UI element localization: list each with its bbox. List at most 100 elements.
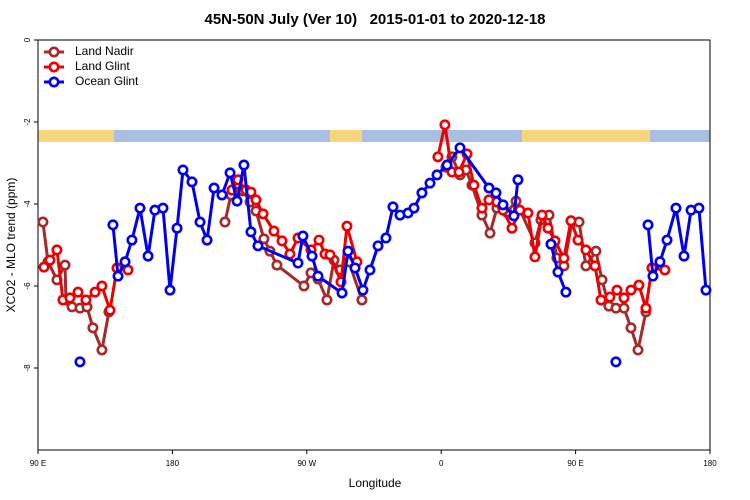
data-point	[258, 233, 270, 245]
data-point	[580, 244, 592, 256]
data-point	[364, 264, 376, 276]
data-point	[201, 234, 213, 246]
data-point	[336, 287, 348, 299]
data-point	[96, 280, 108, 292]
y-tick-label: -4	[23, 200, 32, 208]
data-point	[506, 222, 518, 234]
data-point	[324, 249, 336, 261]
data-point	[416, 187, 428, 199]
data-point	[37, 216, 49, 228]
data-point	[522, 207, 534, 219]
data-point	[661, 234, 673, 246]
data-point	[224, 167, 236, 179]
data-point	[341, 220, 353, 232]
data-point	[72, 286, 84, 298]
data-point	[80, 294, 92, 306]
y-tick-label: -6	[23, 282, 32, 290]
data-point	[38, 261, 50, 273]
data-point	[257, 208, 269, 220]
data-point	[268, 225, 280, 237]
data-point	[142, 250, 154, 262]
y-tick-label: 0	[23, 37, 32, 42]
data-point	[484, 227, 496, 239]
data-point	[431, 169, 443, 181]
data-point	[439, 119, 451, 131]
x-tick-label: 90 E	[30, 459, 46, 468]
data-point	[104, 304, 116, 316]
data-point	[51, 244, 63, 256]
data-point	[44, 254, 56, 266]
y-axis-title: XCO2 - MLO trend (ppm)	[4, 178, 18, 313]
data-point	[119, 256, 131, 268]
data-point	[632, 344, 644, 356]
data-point	[529, 251, 541, 263]
data-point	[552, 266, 564, 278]
data-point	[512, 174, 524, 186]
data-point	[654, 256, 666, 268]
data-point	[112, 270, 124, 282]
data-point	[424, 177, 436, 189]
data-point	[298, 280, 310, 292]
data-point	[216, 189, 228, 201]
data-point	[618, 292, 630, 304]
data-point	[565, 215, 577, 227]
data-point	[441, 159, 453, 171]
data-point	[595, 294, 607, 306]
data-point	[238, 159, 250, 171]
data-point	[387, 201, 399, 213]
data-point	[497, 199, 509, 211]
data-point	[194, 216, 206, 228]
legend-marker	[48, 46, 60, 58]
data-point	[476, 202, 488, 214]
data-point	[157, 202, 169, 214]
x-tick-label: 180	[166, 459, 180, 468]
data-point	[231, 195, 243, 207]
data-point	[312, 270, 324, 282]
data-point	[618, 302, 630, 314]
data-point	[580, 260, 592, 272]
data-point	[604, 291, 616, 303]
ocean-band	[650, 130, 710, 142]
data-point	[670, 202, 682, 214]
data-point	[297, 230, 309, 242]
x-tick-label: 0	[439, 459, 444, 468]
data-point	[276, 235, 288, 247]
legend-label: Ocean Glint	[75, 74, 139, 88]
data-point	[432, 151, 444, 163]
data-point	[610, 356, 622, 368]
legend-label: Land Glint	[75, 59, 130, 73]
data-point	[74, 356, 86, 368]
data-point	[208, 182, 220, 194]
data-point	[245, 226, 257, 238]
data-point	[171, 222, 183, 234]
data-point	[453, 166, 465, 178]
data-point	[408, 202, 420, 214]
data-point	[545, 238, 557, 250]
data-point	[693, 202, 705, 214]
data-point	[292, 257, 304, 269]
x-axis-title: Longitude	[349, 476, 402, 490]
data-point	[219, 216, 231, 228]
data-point	[590, 245, 602, 257]
data-point	[96, 344, 108, 356]
data-point	[64, 292, 76, 304]
data-point	[625, 322, 637, 334]
x-tick-label: 180	[703, 459, 717, 468]
legend-marker	[48, 61, 60, 73]
data-point	[306, 250, 318, 262]
chart-title: 45N-50N July (Ver 10) 2015-01-01 to 2020…	[204, 11, 545, 28]
data-point	[611, 284, 623, 296]
data-point	[357, 284, 369, 296]
data-point	[536, 209, 548, 221]
data-point	[642, 219, 654, 231]
x-tick-label: 90 E	[567, 459, 583, 468]
map-strip	[38, 130, 710, 142]
data-point	[454, 142, 466, 154]
data-point	[186, 176, 198, 188]
data-point	[589, 260, 601, 272]
data-point	[271, 259, 283, 271]
x-tick-label: 90 W	[297, 459, 316, 468]
ocean-band	[114, 130, 330, 142]
data-point	[542, 222, 554, 234]
